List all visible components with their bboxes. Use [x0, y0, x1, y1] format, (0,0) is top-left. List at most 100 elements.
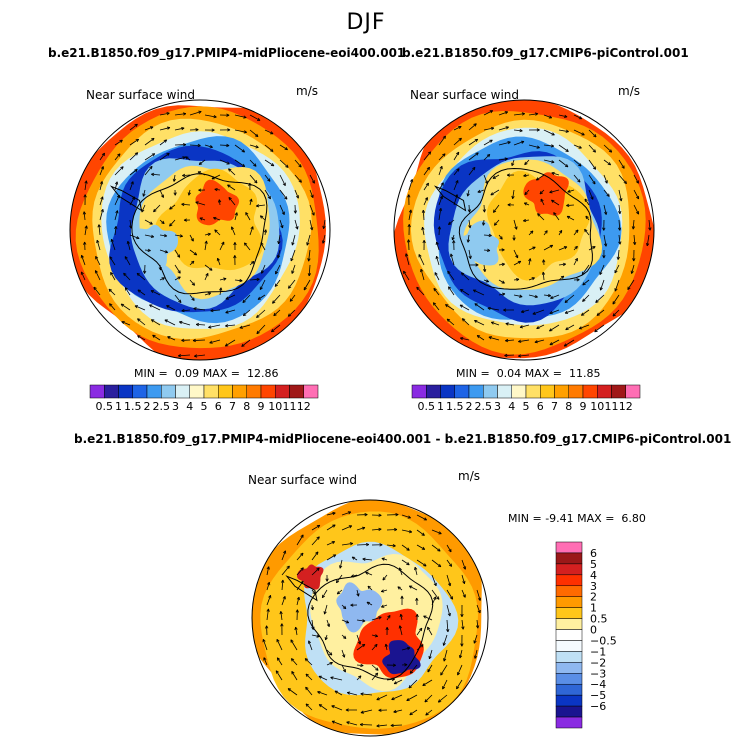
panel-3-wind-vector: [360, 693, 373, 696]
panel-1-wind-vector: [219, 144, 230, 146]
panel-2-wind-vector: [633, 234, 636, 245]
panel-3-wind-vector: [326, 541, 335, 546]
panel-2-wind-vector: [588, 189, 594, 200]
panel-2-wind-arrowhead: [475, 263, 479, 267]
panel-3-wind-arrowhead: [427, 626, 431, 631]
panel-2-wind-arrowhead: [487, 306, 491, 311]
panel-3-wind-arrowhead: [305, 686, 309, 691]
panel-1-wind-vector: [234, 279, 243, 282]
panel-2-wind-vector: [432, 302, 440, 311]
panel-1-wind-arrowhead: [256, 330, 260, 335]
panel-2-min: 0.04: [496, 367, 522, 380]
panel-2-wind-arrowhead: [582, 282, 586, 286]
panel-1-wind-vector: [204, 233, 211, 236]
panel-2-wind-arrowhead: [523, 218, 527, 223]
panel-2-wind-arrowhead: [501, 280, 505, 284]
panel-2-wind-arrowhead: [439, 165, 443, 170]
panel-2-wind-arrowhead: [578, 116, 583, 120]
panel-1-wind-arrowhead: [187, 192, 191, 196]
panel-2-wind-arrowhead: [551, 132, 555, 136]
panel-2-wind-arrowhead: [451, 236, 455, 241]
panel-2-wind-vector: [646, 234, 650, 247]
panel-3-wind-arrowhead: [374, 643, 378, 648]
panel-2-wind-vector: [631, 264, 635, 274]
panel-3-wind-vector: [266, 608, 269, 621]
panel-3-wind-arrowhead: [362, 619, 366, 623]
panel-2-max: 11.85: [568, 367, 601, 380]
panel-1-wind-arrowhead: [267, 195, 271, 200]
panel-2-wind-arrowhead: [425, 182, 429, 187]
panel-3-wind-vector: [276, 657, 283, 666]
panel-1-colorbar-tick-label: 2.5: [153, 400, 171, 413]
panel-2-wind-arrowhead: [528, 258, 532, 262]
panel-3-wind-vector: [376, 724, 388, 727]
panel-2-wind-vector: [573, 258, 578, 266]
panel-1-wind-vector: [127, 241, 131, 251]
panel-3-wind-vector: [356, 589, 359, 597]
panel-2-wind-arrowhead: [536, 128, 540, 132]
panel-2-colorbar-tick-label: 10: [590, 400, 604, 413]
panel-2-wind-arrowhead: [645, 242, 650, 247]
panel-1-wind-arrowhead: [239, 278, 243, 283]
panel-2-wind-arrowhead: [523, 202, 528, 206]
panel-1-wind-vector: [129, 123, 138, 131]
panel-2-wind-vector: [468, 166, 476, 176]
panel-3-wind-vector: [381, 604, 388, 608]
panel-3-wind-arrowhead: [438, 531, 442, 535]
panel-2-wind-vector: [618, 174, 627, 184]
panel-2-wind-vector: [477, 189, 485, 193]
panel-1-wind-vector: [164, 319, 176, 326]
panel-3-wind-arrowhead: [361, 526, 366, 530]
panel-2-wind-vector: [491, 321, 500, 326]
panel-1-wind-arrowhead: [219, 287, 223, 291]
panel-3-wind-arrowhead: [305, 703, 309, 707]
panel-2-wind-arrowhead: [477, 189, 481, 193]
panel-3-wind-vector: [341, 511, 351, 516]
panel-2-wind-arrowhead: [505, 338, 509, 343]
panel-1-wind-arrowhead: [225, 310, 229, 314]
panel-1-wind-vector: [208, 324, 221, 328]
panel-2-wind-vector: [468, 219, 471, 229]
panel-3-wind-vector: [425, 709, 433, 716]
panel-1-wind-vector: [144, 166, 153, 176]
panel-2-colorbar-tick-label: 8: [565, 400, 572, 413]
panel-2-wind-vector: [408, 239, 410, 251]
panel-1-wind-vector: [323, 219, 326, 229]
panel-1-wind-arrowhead: [149, 221, 153, 225]
panel-1-wind-arrowhead: [177, 354, 182, 358]
panel-3-wind-arrowhead: [360, 692, 364, 696]
panel-1-wind-arrowhead: [256, 314, 260, 319]
panel-1-wind-arrowhead: [225, 324, 229, 328]
panel-3-wind-vector: [304, 658, 313, 666]
panel-3-wind-vector: [401, 529, 412, 533]
panel-3-wind-arrowhead: [421, 532, 425, 536]
panel-1-wind-arrowhead: [210, 308, 214, 313]
panel-3-wind-arrowhead: [294, 626, 298, 631]
panel-3-wind-vector: [446, 574, 451, 587]
panel-1-wind-vector: [294, 174, 302, 183]
panel-3-wind-arrowhead: [473, 640, 477, 644]
panel-2-colorbar-tick-label: 11: [605, 400, 619, 413]
panel-2-wind-vector: [460, 337, 470, 341]
panel-3-min-label: MIN =: [508, 512, 542, 525]
panel-3-colorbar-swatch: [555, 574, 583, 587]
panel-1-wind-vector: [114, 166, 124, 176]
panel-2-colorbar-tick-label: 2.5: [475, 400, 493, 413]
panel-3-colorbar-swatch: [555, 629, 583, 641]
panel-1-wind-vector: [264, 144, 274, 152]
panel-1-wind-arrowhead: [273, 312, 277, 317]
panel-1-wind-vector: [144, 126, 154, 131]
panel-1-wind-vector: [279, 174, 286, 186]
panel-2-wind-vector: [603, 189, 610, 197]
panel-3-wind-vector: [275, 670, 283, 681]
panel-1-wind-arrowhead: [161, 220, 165, 225]
panel-1-wind-arrowhead: [163, 139, 168, 143]
panel-3-wind-vector: [473, 634, 478, 644]
panel-1-wind-arrowhead: [282, 182, 286, 186]
panel-1-wind-arrowhead: [123, 272, 127, 277]
panel-3-wind-arrowhead: [460, 613, 464, 618]
panel-3-wind-vector: [431, 596, 437, 606]
panel-2-wind-arrowhead: [631, 226, 636, 230]
panel-1-wind-vector: [288, 279, 296, 289]
